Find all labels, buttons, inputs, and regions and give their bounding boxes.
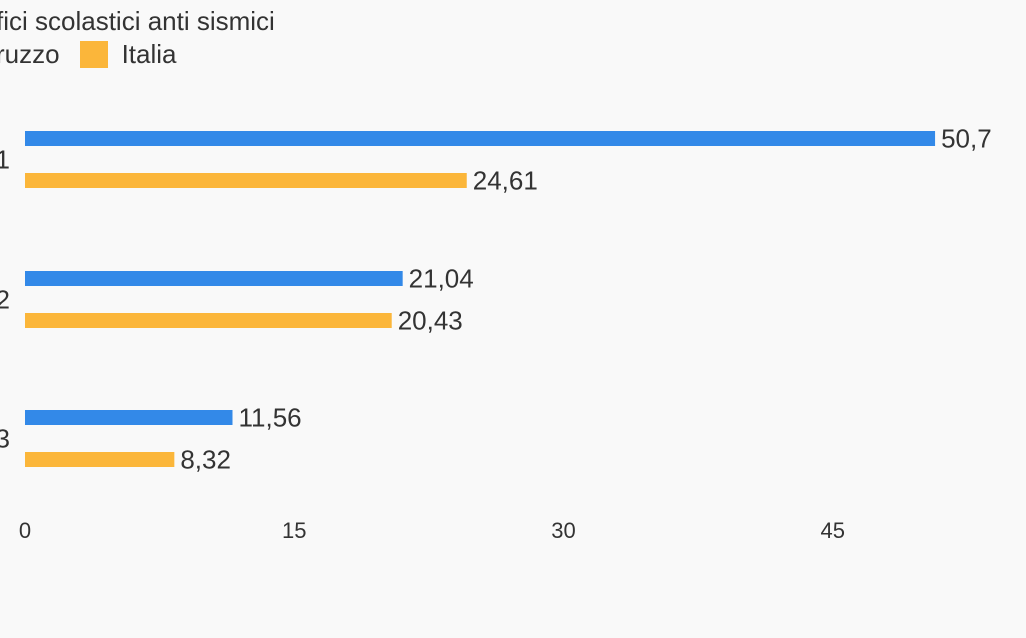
legend: ruzzo Italia [0,38,177,70]
category-label-3: 3 [0,424,10,454]
x-tick-label-30: 30 [551,518,575,543]
chart-title: fici scolastici anti sismici [0,6,275,36]
bar-series-1-category-2[interactable] [25,271,403,286]
data-label-series-2-category-1: 24,61 [473,166,538,196]
legend-label-series-1: ruzzo [0,38,60,69]
bar-series-2-category-1[interactable] [25,173,467,188]
x-tick-label-45: 45 [821,518,845,543]
bar-series-2-category-2[interactable] [25,313,392,328]
bar-series-2-category-3[interactable] [25,452,175,467]
legend-swatch-series-2 [79,40,108,68]
data-label-series-1-category-3: 11,56 [239,403,302,433]
data-label-series-1-category-1: 50,7 [941,124,992,154]
bar-series-1-category-3[interactable] [25,410,233,425]
legend-item-series-1[interactable]: ruzzo [0,39,60,70]
x-tick-label-15: 15 [282,518,306,543]
legend-item-series-2[interactable]: Italia [79,38,177,70]
data-label-series-1-category-2: 21,04 [409,264,474,294]
x-tick-label-0: 0 [19,518,31,543]
category-label-1: 1 [0,145,10,175]
bar-series-1-category-1[interactable] [25,131,936,146]
category-label-2: 2 [0,285,10,315]
data-label-series-2-category-3: 8,32 [180,445,231,475]
data-label-series-2-category-2: 20,43 [398,306,463,336]
legend-label-series-2: Italia [121,38,177,69]
